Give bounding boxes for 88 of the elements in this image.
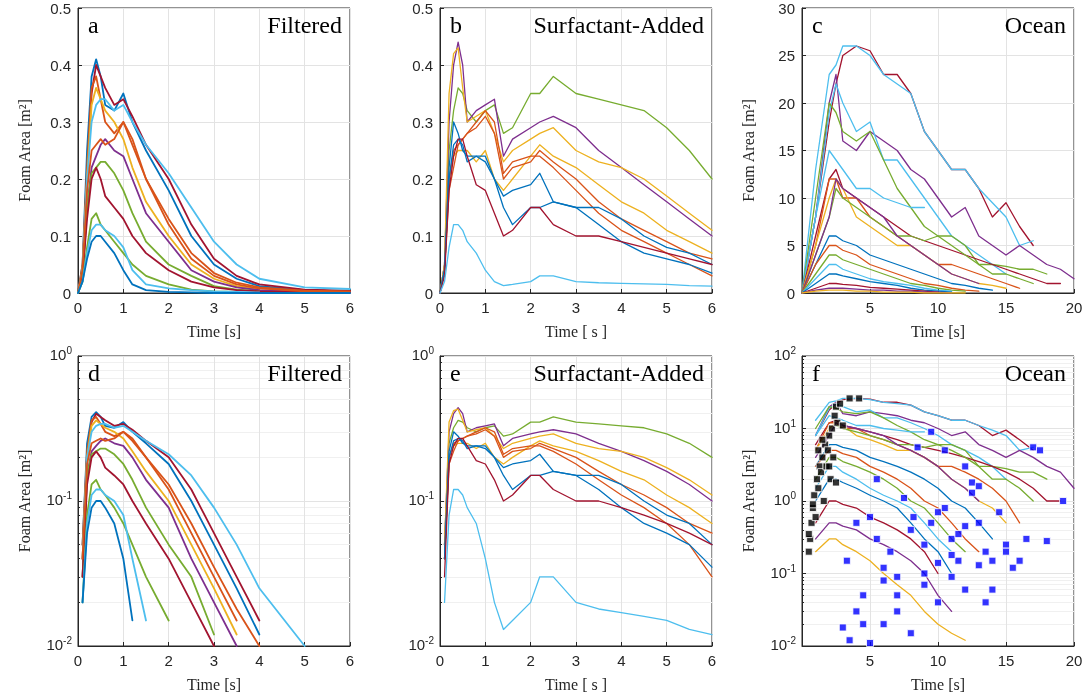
y-tick-label: 0.3 <box>50 113 71 131</box>
y-tick-label: 10$^{0}$ <box>773 490 796 510</box>
y-tick-label: 10 <box>778 189 795 207</box>
x-tick-label: 1 <box>119 652 128 669</box>
y-tick-label: 5 <box>786 237 795 254</box>
x-tick-label: 1 <box>119 299 128 316</box>
annotation: d <box>88 360 100 386</box>
x-tick-label: 4 <box>617 652 626 669</box>
x-tick-label: 3 <box>209 299 219 316</box>
annotation: b <box>450 12 462 38</box>
x-axis-title: Time [s] <box>910 322 966 340</box>
y-tick-label: 0.2 <box>412 170 433 188</box>
x-tick-label: 2 <box>526 652 535 669</box>
x-tick-label: 6 <box>345 299 355 316</box>
x-axis-title: Time [s] <box>186 322 242 340</box>
y-tick-label: 10$^{-2}$ <box>408 635 434 655</box>
y-tick-label: 0.3 <box>412 113 433 131</box>
x-tick-label: 10 <box>929 299 947 316</box>
annotation: e <box>450 360 461 386</box>
y-tick-label: 10$^{1}$ <box>773 417 796 438</box>
x-axis-title: Time [s] <box>186 675 242 693</box>
x-tick-label: 1 <box>481 652 490 669</box>
x-tick-label: 6 <box>707 652 717 669</box>
y-tick-label: 0 <box>62 284 71 302</box>
x-tick-label: 5 <box>865 299 875 316</box>
x-tick-label: 2 <box>164 652 173 669</box>
y-tick-label: 10$^{-1}$ <box>408 490 434 510</box>
x-tick-label: 0 <box>73 299 83 316</box>
y-tick-label: 10$^{-1}$ <box>46 490 72 510</box>
y-tick-label: 0.4 <box>412 56 433 74</box>
x-tick-label: 10 <box>929 652 947 669</box>
y-tick-label: 0 <box>424 284 433 302</box>
x-tick-label: 5 <box>662 299 671 316</box>
x-tick-label: 4 <box>255 652 264 669</box>
x-tick-label: 4 <box>617 299 626 316</box>
x-tick-label: 20 <box>1065 299 1083 316</box>
x-tick-label: 15 <box>997 299 1015 316</box>
y-tick-label: 0.1 <box>50 227 71 245</box>
x-axis-title: Time [ s ] <box>544 675 608 693</box>
y-axis-title: Foam Area [m²] <box>739 449 757 553</box>
x-tick-label: 3 <box>571 299 581 316</box>
x-tick-label: 6 <box>345 652 355 669</box>
y-tick-label: 10$^{-2}$ <box>46 635 72 655</box>
x-tick-label: 0 <box>435 652 445 669</box>
annotation: Surfactant-Added <box>533 12 705 38</box>
x-tick-label: 1 <box>481 299 490 316</box>
x-tick-label: 4 <box>255 299 264 316</box>
y-tick-label: 30 <box>778 0 795 17</box>
annotation: c <box>812 12 823 38</box>
y-tick-label: 0.4 <box>50 56 71 74</box>
x-tick-label: 2 <box>164 299 173 316</box>
x-tick-label: 5 <box>300 299 309 316</box>
y-tick-label: 0.2 <box>50 170 71 188</box>
y-tick-label: 20 <box>778 94 795 112</box>
annotation: Surfactant-Added <box>533 360 705 386</box>
x-tick-label: 0 <box>435 299 445 316</box>
x-tick-label: 3 <box>571 652 581 669</box>
x-tick-label: 5 <box>662 652 671 669</box>
annotation: Ocean <box>1004 12 1067 38</box>
y-tick-label: 0.1 <box>412 227 433 245</box>
y-tick-label: 10$^{2}$ <box>773 345 796 365</box>
y-tick-label: 10$^{-1}$ <box>770 562 796 583</box>
y-tick-label: 10$^{0}$ <box>49 345 72 365</box>
y-axis-title: Foam Area [m²] <box>15 99 33 202</box>
y-tick-label: 25 <box>778 47 795 64</box>
y-tick-label: 0.5 <box>50 0 71 17</box>
y-tick-label: 15 <box>778 142 795 159</box>
y-tick-label: 10$^{0}$ <box>411 345 434 365</box>
y-tick-label: 0 <box>786 284 795 302</box>
annotation: f <box>812 360 820 386</box>
x-tick-label: 0 <box>73 652 83 669</box>
annotation: a <box>88 12 99 38</box>
y-tick-label: 10$^{-2}$ <box>770 635 796 655</box>
x-tick-label: 5 <box>300 652 309 669</box>
y-tick-label: 0.5 <box>412 0 433 17</box>
x-tick-label: 20 <box>1065 652 1083 669</box>
x-tick-label: 3 <box>209 652 219 669</box>
y-axis-title: Foam Area [m²] <box>739 99 757 202</box>
x-tick-label: 2 <box>526 299 535 316</box>
x-axis-title: Time [ s ] <box>544 322 608 340</box>
x-tick-label: 5 <box>865 652 875 669</box>
annotation: Filtered <box>267 360 343 386</box>
annotation: Ocean <box>1004 360 1067 386</box>
x-tick-label: 15 <box>997 652 1015 669</box>
y-axis-title: Foam Area [m²] <box>15 449 33 553</box>
x-tick-label: 6 <box>707 299 717 316</box>
x-axis-title: Time [s] <box>910 675 966 693</box>
annotation: Filtered <box>267 12 343 38</box>
